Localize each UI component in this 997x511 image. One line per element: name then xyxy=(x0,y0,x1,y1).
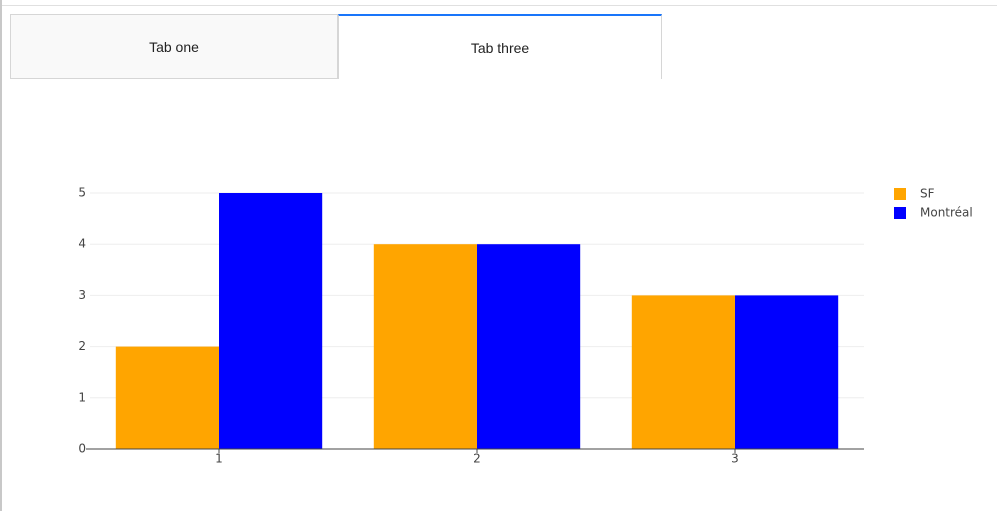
y-tick-label: 0 xyxy=(78,442,86,456)
tab[interactable]: Tab one xyxy=(10,14,338,79)
bar xyxy=(631,295,735,449)
y-tick-label: 5 xyxy=(78,186,86,200)
bar xyxy=(115,346,219,449)
legend-swatch[interactable] xyxy=(894,188,906,200)
legend-label[interactable]: SF xyxy=(920,187,935,201)
bar xyxy=(735,295,839,449)
x-tick-label: 3 xyxy=(731,452,739,466)
bar xyxy=(477,244,581,449)
bar xyxy=(373,244,477,449)
y-tick-label: 1 xyxy=(78,390,86,404)
tab-selected[interactable]: Tab three xyxy=(338,14,662,79)
legend-swatch[interactable] xyxy=(894,207,906,219)
divider xyxy=(0,5,997,6)
x-tick-label: 2 xyxy=(473,452,481,466)
legend-label[interactable]: Montréal xyxy=(920,206,973,220)
bar xyxy=(219,193,323,449)
divider xyxy=(0,0,2,511)
y-tick-label: 2 xyxy=(78,339,86,353)
y-tick-label: 4 xyxy=(78,237,86,251)
x-tick-label: 1 xyxy=(215,452,223,466)
y-tick-label: 3 xyxy=(78,288,86,302)
